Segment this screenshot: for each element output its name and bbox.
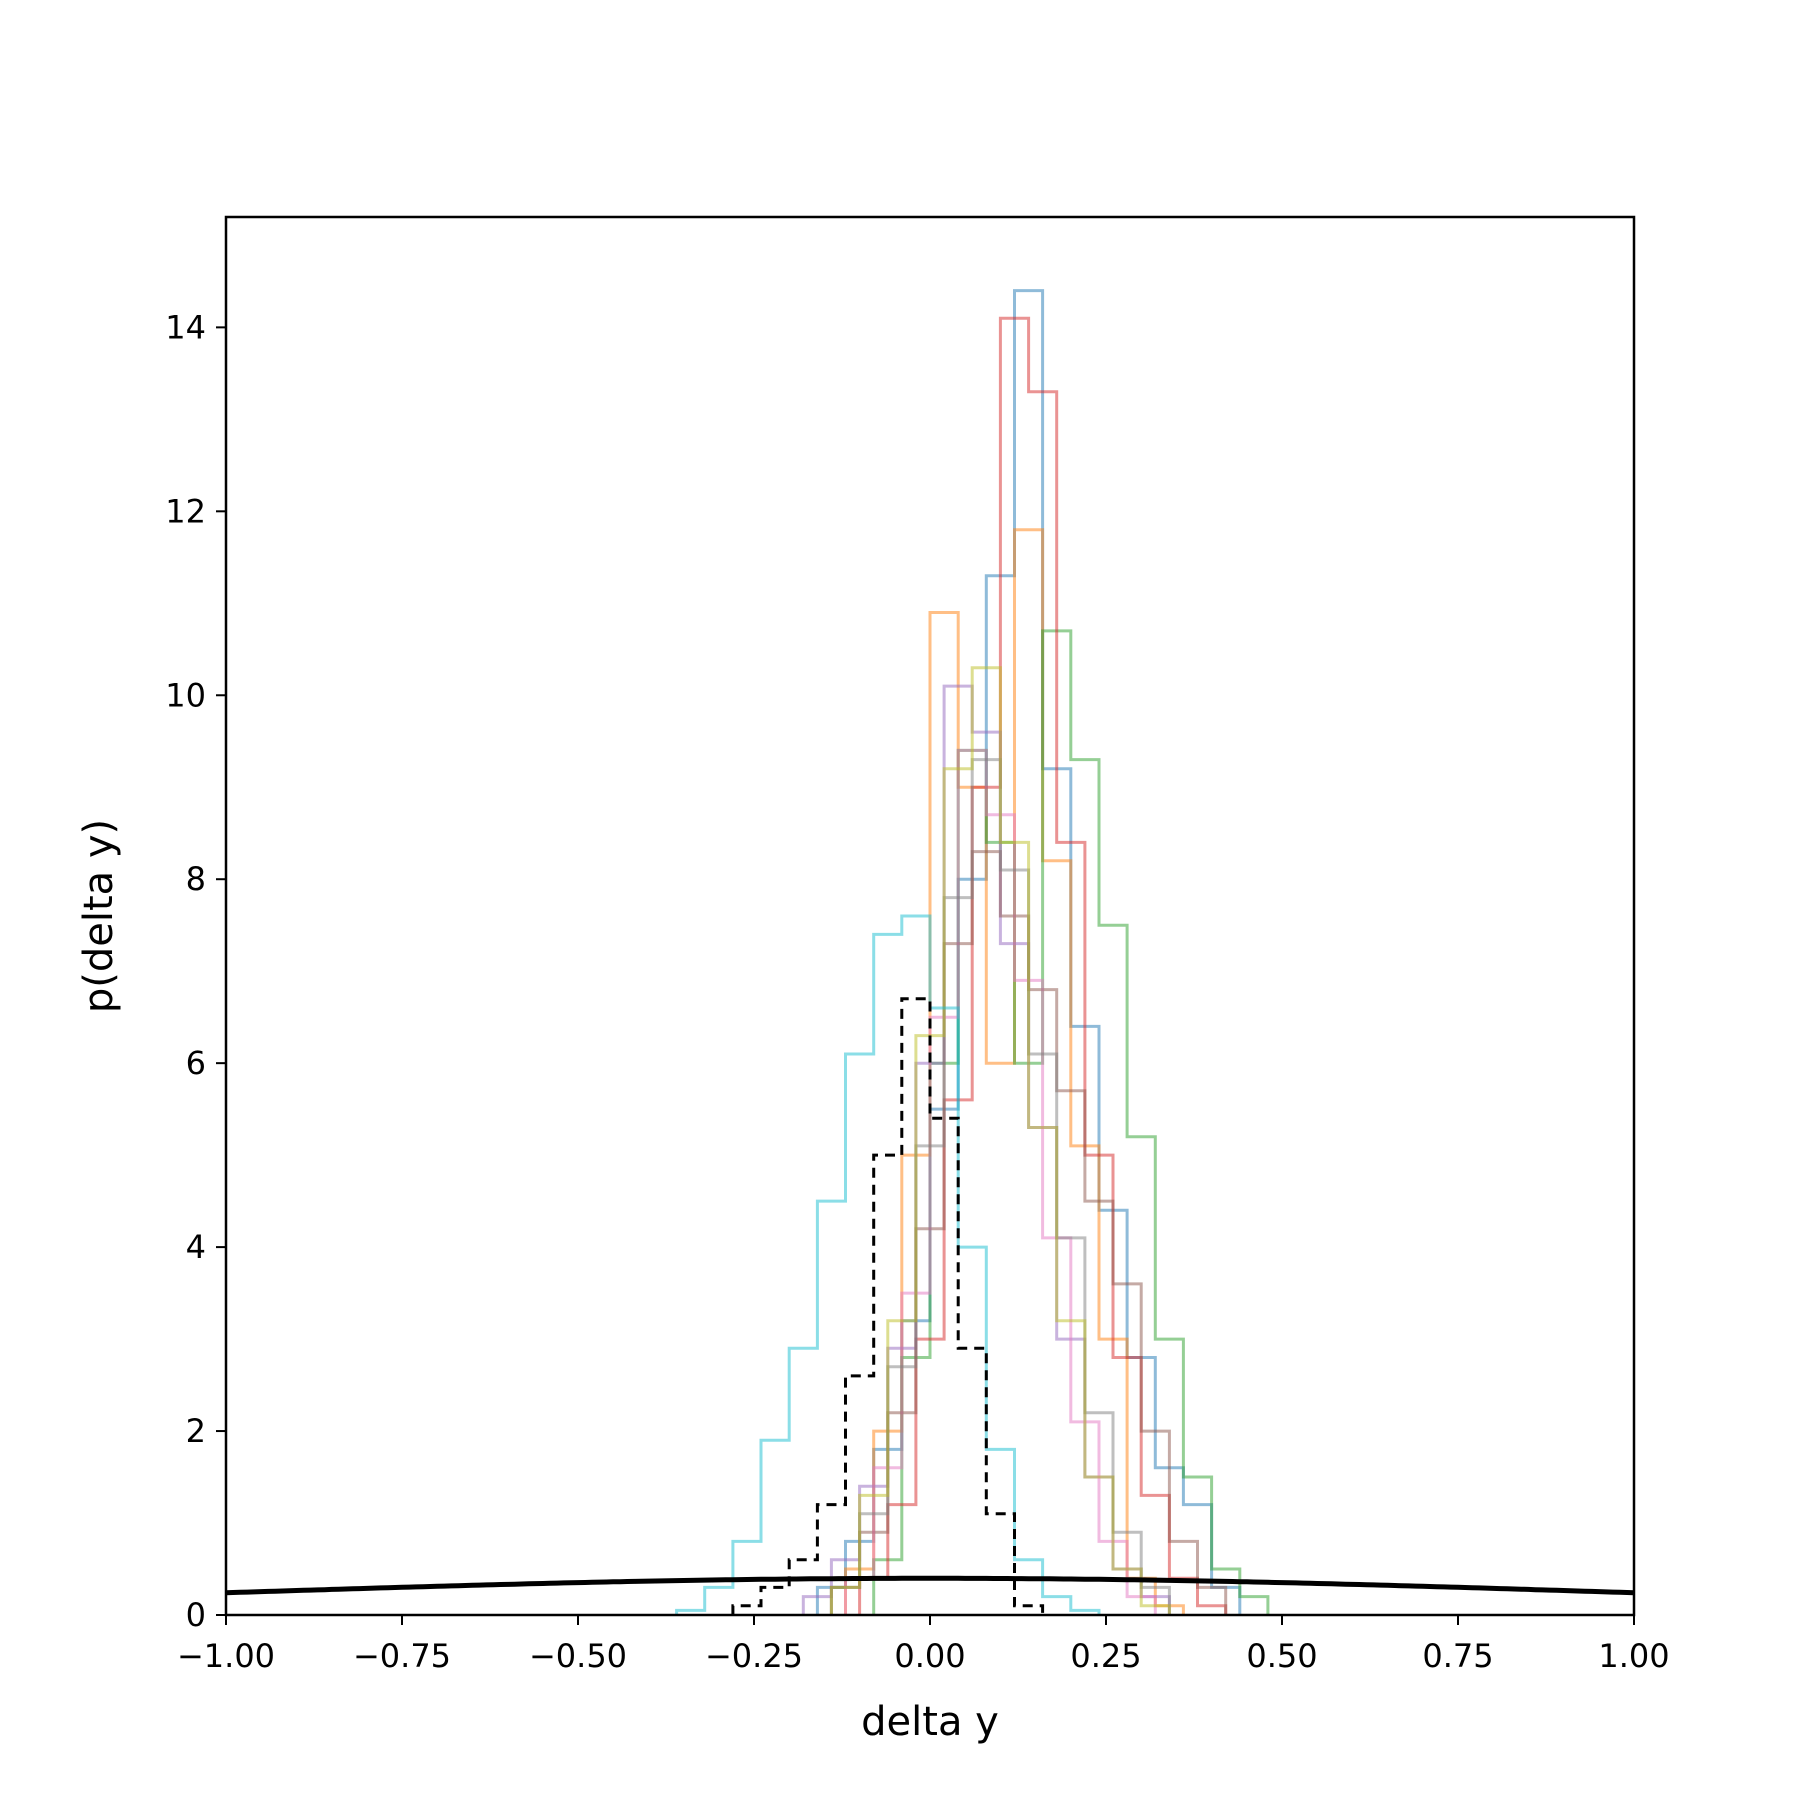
x-tick-label: 0.50 [1246,1637,1317,1675]
x-tick-label: 0.75 [1422,1637,1493,1675]
x-tick-label: 1.00 [1598,1637,1669,1675]
reference-histogram-dashed [731,997,1045,1615]
histogram-series-10 [675,914,1101,1615]
y-tick-label: 12 [165,492,206,530]
y-tick-label: 0 [186,1596,206,1634]
x-tick-label: −0.25 [705,1637,803,1675]
x-tick-label: 0.00 [894,1637,965,1675]
x-tick-label: −0.75 [353,1637,451,1675]
y-tick-label: 8 [186,860,206,898]
x-tick-label: 0.25 [1070,1637,1141,1675]
x-axis-ticks: −1.00 −0.75 −0.50 −0.25 0.00 0.25 0.50 0.75 1.00 [177,1615,1670,1675]
histogram-series-9 [829,666,1171,1615]
y-tick-label: 6 [186,1044,206,1082]
plot-content [225,289,1635,1615]
y-tick-label: 2 [186,1412,206,1450]
x-tick-label: −1.00 [177,1637,275,1675]
y-axis-ticks: 0 2 4 6 8 10 12 14 [165,308,226,1634]
histogram-series-1 [815,289,1242,1615]
x-tick-label: −0.50 [529,1637,627,1675]
x-axis-label: delta y [861,1699,999,1745]
y-tick-label: 4 [186,1228,206,1266]
y-axis-label: p(delta y) [76,819,122,1013]
y-tick-label: 14 [165,308,206,346]
y-tick-label: 10 [165,676,206,714]
gaussian-reference-curve [225,1575,1635,1596]
